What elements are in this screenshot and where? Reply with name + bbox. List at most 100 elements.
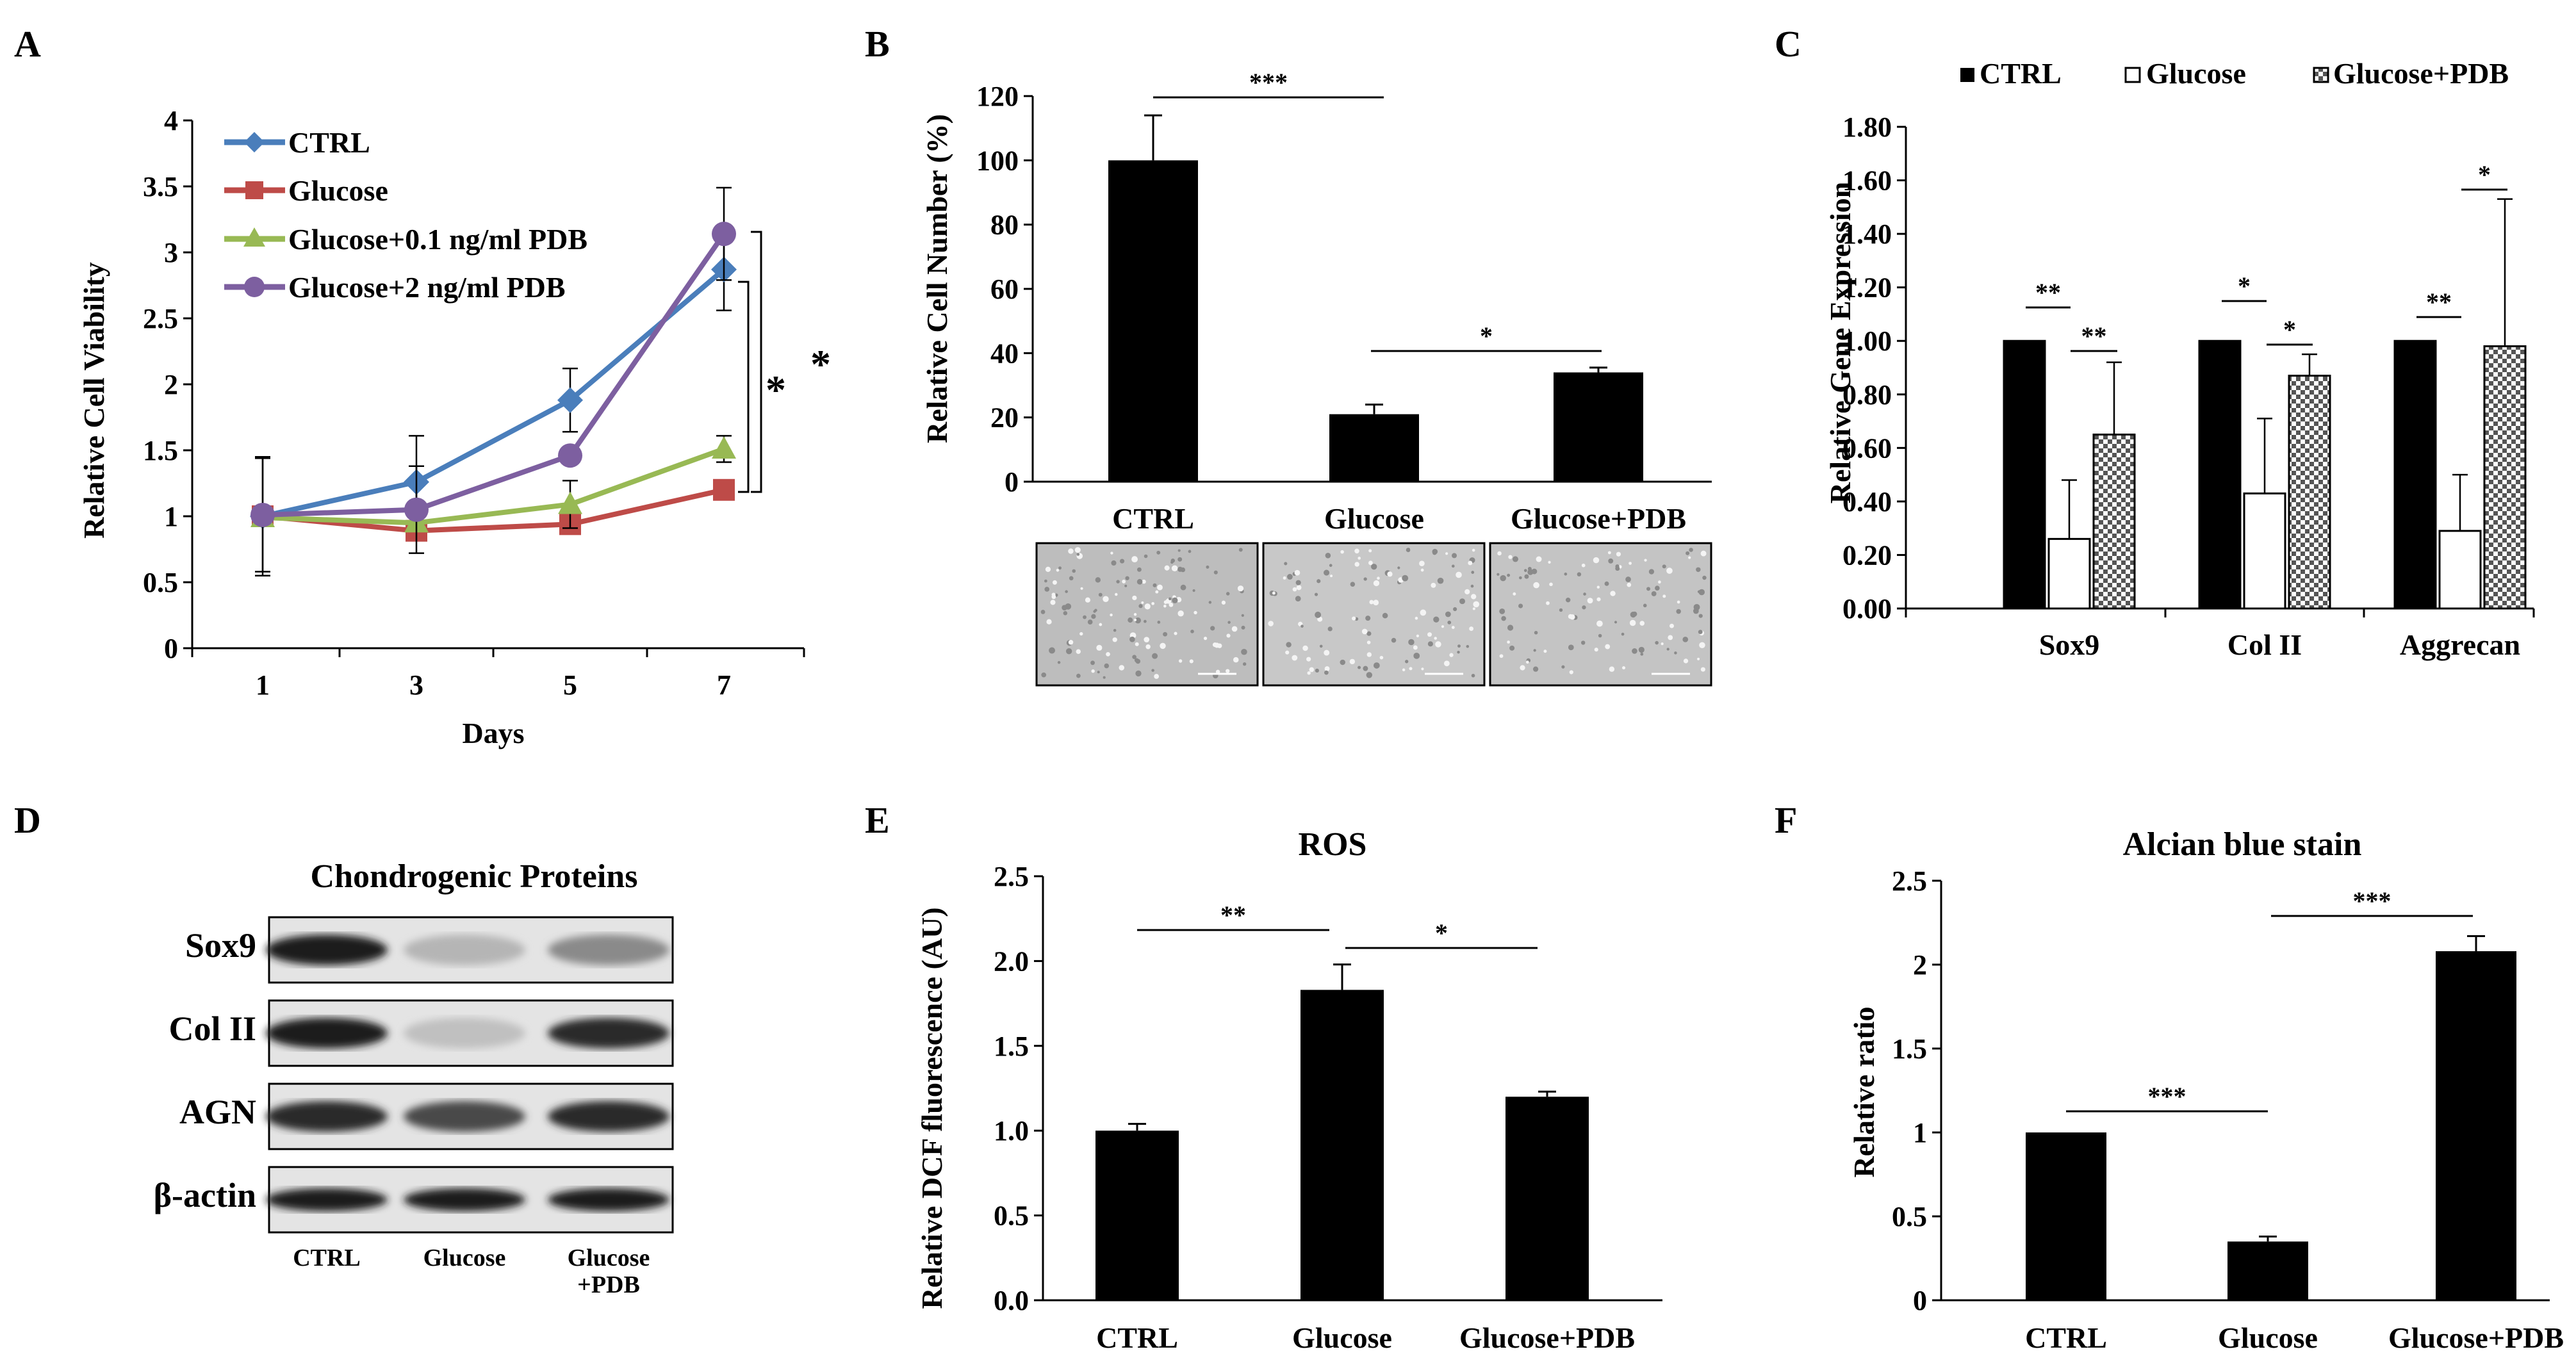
cell-speck	[1391, 637, 1397, 643]
cell-speck	[1697, 590, 1701, 593]
cell-speck	[1688, 556, 1691, 559]
cell-speck	[1354, 548, 1359, 554]
panel-c-bars	[2003, 198, 2527, 610]
cell-speck	[1156, 550, 1161, 555]
cell-speck	[1453, 607, 1457, 612]
legend-marker-pdb01	[243, 227, 265, 247]
cell-speck	[1406, 548, 1411, 553]
panel-b-sig-label: ***	[1249, 68, 1288, 97]
cell-speck	[1153, 583, 1157, 587]
cell-speck	[1206, 565, 1210, 569]
cell-speck	[1141, 601, 1144, 604]
cell-speck	[1662, 594, 1666, 598]
cell-speck	[1627, 582, 1632, 587]
cell-speck	[1192, 589, 1195, 592]
cell-speck	[1402, 668, 1406, 672]
cell-speck	[1583, 592, 1586, 596]
blot-band	[266, 1101, 388, 1132]
panel-c-bar-0	[2003, 339, 2046, 610]
cell-speck	[1115, 592, 1118, 596]
cell-speck	[1525, 660, 1529, 664]
panel-f-bar	[2436, 951, 2516, 1300]
cell-speck	[1628, 562, 1632, 565]
cell-speck	[1068, 640, 1074, 645]
cell-speck	[1449, 653, 1454, 657]
panel-e-bar	[1505, 1097, 1589, 1300]
cell-speck	[1111, 560, 1117, 566]
cell-speck	[1497, 573, 1500, 576]
cell-speck	[1133, 613, 1137, 616]
panel-e-bar	[1300, 990, 1384, 1300]
panel-e-title: ROS	[1299, 826, 1367, 863]
cell-speck	[1157, 621, 1161, 624]
cell-speck	[1188, 550, 1192, 553]
data-point-pdb2	[558, 443, 582, 468]
cell-speck	[1296, 585, 1302, 591]
panel-a-ylabel: Relative Cell Viability	[78, 262, 110, 539]
cell-speck	[1447, 621, 1452, 625]
panel-a-xtick-label: 1	[256, 669, 270, 701]
panel-b-ticks: 0 20 40 60 80 100 120	[976, 81, 1033, 498]
cell-speck	[1445, 611, 1451, 617]
cell-speck	[1358, 666, 1361, 669]
cell-speck	[1157, 584, 1163, 591]
panel-e-sig-label: *	[1435, 919, 1448, 947]
cell-speck	[1698, 630, 1703, 635]
cell-speck	[1582, 605, 1586, 610]
panel-c-categories: Sox9 Col II Aggrecan	[2039, 628, 2520, 661]
cell-speck	[1518, 576, 1522, 580]
blot-band	[404, 935, 525, 965]
cell-speck	[1693, 608, 1699, 614]
panel-b-ytick-label: 60	[990, 274, 1019, 305]
cell-speck	[1177, 610, 1184, 617]
cell-speck	[1074, 547, 1081, 553]
blot-lane-label: CTRL	[293, 1245, 361, 1271]
cell-speck	[1329, 564, 1333, 568]
cell-speck	[1565, 597, 1571, 603]
legend-marker-glucose	[245, 181, 263, 199]
cell-speck	[1125, 576, 1129, 580]
panel-b-bars	[1108, 114, 1643, 482]
cell-speck	[1098, 592, 1103, 597]
cell-speck	[1110, 613, 1113, 617]
cell-speck	[1302, 645, 1308, 651]
cell-speck	[1686, 551, 1690, 555]
cell-speck	[1682, 636, 1689, 642]
cell-speck	[1499, 608, 1505, 614]
cell-speck	[1136, 578, 1143, 585]
blot-band	[548, 1101, 669, 1132]
cell-speck	[1638, 646, 1645, 653]
blot-categories: CTRL Glucose Glucose+PDB	[293, 1245, 650, 1298]
cell-speck	[1419, 560, 1425, 567]
cell-speck	[1144, 637, 1150, 642]
cell-speck	[1415, 616, 1418, 620]
panel-c-ytick-label: 1.20	[1842, 272, 1892, 304]
cell-speck	[1309, 667, 1315, 673]
cell-speck	[1369, 600, 1374, 605]
panel-a-xlabel: Days	[462, 717, 524, 749]
data-point-pdb2	[250, 502, 275, 527]
cell-speck	[1513, 592, 1516, 596]
cell-speck	[1292, 655, 1298, 661]
cell-speck	[1116, 580, 1120, 584]
cell-speck	[1226, 633, 1231, 638]
cell-speck	[1632, 648, 1637, 654]
blot-title: Chondrogenic Proteins	[311, 858, 638, 895]
blot-band	[548, 935, 669, 965]
cell-speck	[1536, 556, 1542, 562]
cell-speck	[1466, 644, 1470, 648]
cell-speck	[1371, 564, 1377, 570]
cell-speck	[1443, 660, 1450, 667]
data-point-pdb2	[404, 497, 429, 522]
cell-speck	[1142, 579, 1146, 584]
panel-a-ytick-label: 2.5	[143, 303, 178, 334]
cell-speck	[1045, 566, 1051, 573]
cell-speck	[1238, 548, 1243, 552]
cell-speck	[1169, 597, 1172, 601]
panel-b-sig-label: *	[1480, 322, 1493, 350]
cell-speck	[1639, 621, 1645, 626]
panel-d-western-blot: Chondrogenic Proteins Sox9 Col II AGN β-act…	[154, 858, 674, 1298]
blot-band	[266, 1018, 388, 1049]
